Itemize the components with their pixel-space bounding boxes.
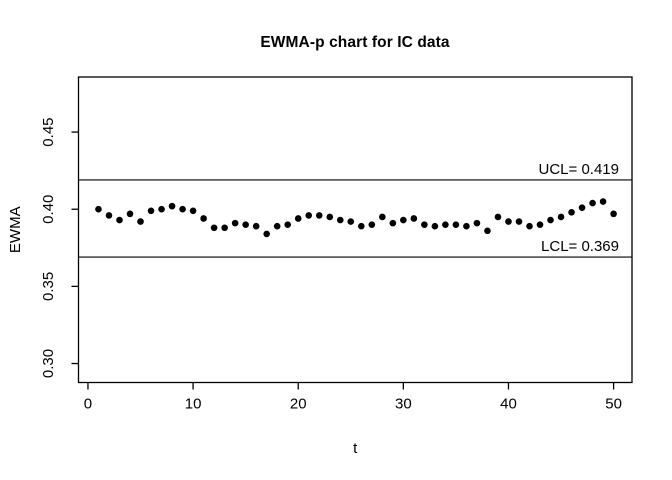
x-axis-tick-label: 0: [84, 396, 92, 413]
x-axis-tick-label: 20: [290, 396, 307, 413]
lcl-label: LCL= 0.369: [541, 238, 619, 255]
data-point: [242, 221, 249, 228]
data-point: [231, 219, 239, 227]
data-point: [494, 213, 502, 221]
x-axis-tick-label: 50: [605, 396, 622, 413]
y-axis-label: EWMA: [7, 206, 24, 253]
data-point: [210, 224, 218, 232]
data-point: [610, 210, 617, 218]
data-point: [578, 204, 586, 211]
data-point: [294, 215, 302, 222]
x-axis-tick-label: 30: [395, 396, 412, 413]
data-point: [442, 221, 449, 228]
data-point: [158, 205, 165, 213]
y-axis-tick-label: 0.35: [40, 272, 57, 301]
data-point: [147, 207, 155, 215]
y-axis-tick-label: 0.40: [40, 195, 57, 224]
x-axis-tick-label: 10: [185, 396, 202, 413]
x-axis-label: t: [353, 440, 358, 457]
data-point: [315, 212, 323, 219]
data-point: [168, 202, 176, 210]
data-point: [452, 221, 460, 228]
data-point: [179, 205, 186, 213]
data-point: [599, 198, 607, 205]
chart-title: EWMA-p chart for IC data: [260, 34, 450, 51]
data-point: [389, 219, 397, 227]
data-point: [221, 224, 228, 232]
data-point: [305, 212, 313, 219]
plot-border: [77, 76, 633, 384]
data-point: [421, 221, 428, 228]
data-point: [515, 218, 523, 225]
data-point: [336, 216, 344, 224]
data-point: [536, 221, 544, 228]
data-point: [347, 218, 355, 225]
data-point: [557, 213, 565, 221]
data-point: [526, 222, 533, 230]
x-axis-tick-label: 40: [500, 396, 517, 413]
data-point: [263, 230, 270, 238]
data-point: [116, 216, 123, 224]
data-point: [505, 218, 512, 225]
data-point: [473, 219, 481, 227]
data-point: [589, 199, 596, 207]
data-point: [379, 213, 386, 221]
data-point: [547, 216, 554, 224]
data-point: [484, 227, 491, 235]
data-point: [431, 222, 439, 230]
data-point: [200, 215, 207, 222]
data-point: [137, 218, 144, 225]
y-axis-tick-label: 0.45: [40, 117, 57, 146]
ucl-label: UCL= 0.419: [539, 161, 619, 178]
data-point: [568, 209, 575, 216]
y-axis-tick-label: 0.30: [40, 349, 57, 378]
data-point: [95, 205, 102, 213]
data-point: [326, 213, 334, 221]
data-point: [400, 216, 407, 224]
data-point: [284, 221, 292, 228]
data-point: [105, 212, 113, 219]
data-point: [410, 215, 418, 222]
data-point: [273, 222, 281, 230]
data-point: [368, 221, 376, 228]
data-point: [126, 210, 134, 218]
data-point: [357, 222, 365, 230]
data-point: [252, 222, 260, 230]
data-point: [463, 222, 470, 230]
data-point: [189, 207, 197, 215]
